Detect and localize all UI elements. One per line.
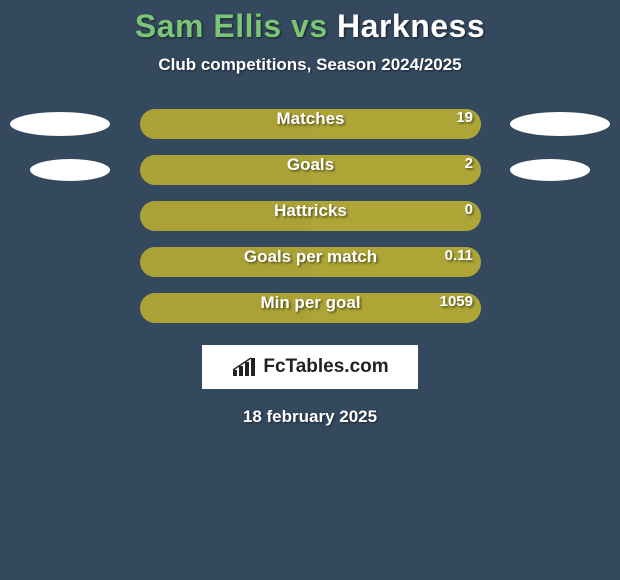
stat-label: Hattricks	[274, 201, 347, 221]
stat-label: Min per goal	[260, 293, 360, 313]
stat-row-goals: Goals 2	[0, 155, 620, 185]
stat-label: Goals per match	[244, 247, 377, 267]
brand-box: FcTables.com	[202, 345, 418, 389]
bar-track: Min per goal 1059	[140, 293, 481, 323]
stat-label: Matches	[276, 109, 344, 129]
stat-row-matches: Matches 19	[0, 109, 620, 139]
date-text: 18 february 2025	[0, 407, 620, 427]
bar-track: Matches 19	[140, 109, 481, 139]
bar-track: Goals 2	[140, 155, 481, 185]
bar-track: Goals per match 0.11	[140, 247, 481, 277]
stat-row-goals-per-match: Goals per match 0.11	[0, 247, 620, 277]
player2-badge-small-icon	[510, 159, 590, 181]
right-value: 19	[456, 109, 473, 126]
bar-left-segment	[140, 155, 311, 185]
bar-right-segment	[311, 155, 482, 185]
brand-text: FcTables.com	[263, 356, 388, 378]
right-value: 0	[465, 201, 473, 218]
right-value: 1059	[440, 293, 473, 310]
player1-badge-icon	[10, 112, 110, 136]
bar-chart-icon	[231, 356, 257, 378]
right-value: 0.11	[445, 247, 473, 264]
right-value: 2	[465, 155, 473, 172]
stat-label: Goals	[287, 155, 334, 175]
title-vs: vs	[291, 8, 328, 44]
player1-badge-small-icon	[30, 159, 110, 181]
stat-row-min-per-goal: Min per goal 1059	[0, 293, 620, 323]
player2-badge-icon	[510, 112, 610, 136]
title-player2: Harkness	[337, 8, 485, 44]
page-title: Sam Ellis vs Harkness	[0, 0, 620, 45]
title-player1: Sam Ellis	[135, 8, 282, 44]
comparison-infographic: Sam Ellis vs Harkness Club competitions,…	[0, 0, 620, 580]
stat-rows: Matches 19 Goals 2 Hattricks	[0, 109, 620, 323]
subtitle: Club competitions, Season 2024/2025	[0, 55, 620, 75]
stat-row-hattricks: Hattricks 0	[0, 201, 620, 231]
bar-track: Hattricks 0	[140, 201, 481, 231]
